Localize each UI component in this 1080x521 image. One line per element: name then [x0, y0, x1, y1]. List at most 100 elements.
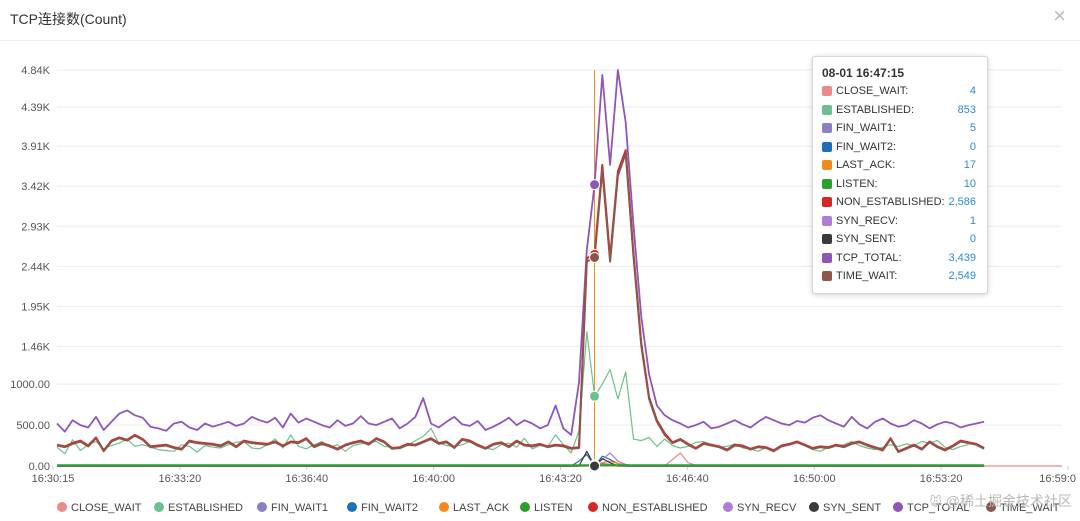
legend-swatch [347, 502, 357, 512]
y-tick-label: 0.00 [29, 461, 50, 473]
tooltip-swatch [822, 197, 832, 207]
tooltip-series-value: 853 [957, 103, 976, 116]
mouse-logo-icon: 🐭 [929, 495, 942, 509]
y-tick-label: 3.42K [21, 181, 50, 193]
series-line-time-wait [56, 152, 985, 454]
legend-label: TCP_TOTAL [907, 502, 970, 514]
tooltip-series-value: 5 [969, 122, 976, 134]
x-tick-label: 16:40:00 [412, 473, 455, 485]
legend-label: FIN_WAIT1 [271, 502, 328, 514]
tooltip-row: LAST_ACK: 17 [822, 157, 978, 173]
tooltip-series-name: LISTEN: [836, 177, 878, 190]
y-tick-label: 3.91K [21, 141, 50, 153]
hover-point-established [589, 390, 601, 402]
tooltip-series-value: 4 [969, 85, 976, 97]
tooltip-swatch [822, 252, 832, 263]
legend-label: SYN_SENT [823, 502, 881, 514]
tooltip-series-name: TCP_TOTAL: [836, 251, 902, 264]
y-tick-label: 2.44K [21, 261, 50, 273]
tooltip-swatch [822, 160, 832, 170]
hover-point-syn-sent [589, 460, 601, 472]
x-tick-label: 16:59:0 [1039, 473, 1076, 485]
legend-label: CLOSE_WAIT [71, 502, 142, 514]
tooltip-series-name: LAST_ACK: [836, 159, 896, 171]
x-tick-label: 16:46:40 [666, 473, 709, 485]
y-tick-label: 4.39K [21, 102, 50, 114]
series-line-close-wait [57, 452, 1062, 467]
tooltip-swatch [822, 86, 832, 96]
legend-swatch [439, 502, 449, 512]
y-tick-label: 1000.00 [10, 379, 50, 391]
series-line-syn-recv [57, 452, 985, 467]
tooltip-swatch [822, 104, 832, 115]
y-tick-label: 500.00 [16, 420, 50, 432]
tooltip-swatch [822, 215, 832, 226]
tooltip-series-value: 10 [963, 177, 976, 190]
x-tick-label: 16:43:20 [539, 473, 582, 485]
y-tick-label: 1.95K [21, 301, 50, 313]
legend-swatch [154, 502, 164, 512]
legend-label: ESTABLISHED [168, 502, 243, 514]
tooltip-row: TIME_WAIT: 2,549 [822, 268, 978, 284]
tooltip-series-value: 17 [963, 159, 976, 171]
series-line-tcp-total [56, 69, 985, 436]
x-tick-label: 16:30:15 [32, 473, 75, 485]
tooltip-series-name: FIN_WAIT2: [836, 140, 897, 153]
tooltip-row: SYN_RECV: 1 [822, 213, 978, 229]
tooltip-swatch [822, 123, 832, 133]
tooltip-row: ESTABLISHED: 853 [822, 102, 978, 118]
tooltip-series-name: SYN_RECV: [836, 214, 898, 227]
tooltip-swatch [822, 271, 832, 281]
tooltip-swatch [822, 234, 832, 244]
tooltip-swatch [822, 178, 832, 189]
legend-label: TIME_WAIT [1000, 502, 1060, 514]
legend-swatch [723, 502, 733, 512]
legend-label: LAST_ACK [453, 502, 510, 514]
legend-swatch [986, 502, 996, 512]
legend-label: LISTEN [534, 502, 573, 514]
x-tick-label: 16:33:20 [158, 473, 201, 485]
tooltip-row: CLOSE_WAIT: 4 [822, 83, 978, 99]
close-icon[interactable]: × [1053, 3, 1066, 28]
tooltip-time: 08-01 16:47:15 [822, 66, 905, 80]
tooltip-series-name: FIN_WAIT1: [836, 122, 897, 134]
tooltip-series-value: 2,549 [948, 270, 976, 282]
panel-header: TCP连接数(Count) × [0, 0, 1080, 41]
chart-tooltip: 08-01 16:47:15 CLOSE_WAIT: 4 ESTABLISHED: 8… [812, 56, 988, 294]
tooltip-row: FIN_WAIT1: 5 [822, 120, 978, 136]
legend-swatch [57, 502, 67, 512]
tooltip-row: TCP_TOTAL: 3,439 [822, 250, 978, 266]
tooltip-series-name: ESTABLISHED: [836, 103, 915, 116]
legend-swatch [588, 502, 598, 512]
series-line-syn-sent [57, 450, 985, 467]
tooltip-series-name: NON_ESTABLISHED: [836, 196, 945, 208]
watermark: 🐭 @稀土掘金技术社区 [929, 491, 1072, 511]
tooltip-row: NON_ESTABLISHED: 2,586 [822, 194, 978, 210]
tooltip-row: SYN_SENT: 0 [822, 231, 978, 247]
tooltip-series-name: SYN_SENT: [836, 233, 896, 245]
tooltip-series-value: 1 [969, 214, 976, 227]
tooltip-series-value: 0 [969, 140, 976, 153]
y-tick-label: 4.84K [21, 65, 50, 77]
hover-point-time-wait [589, 251, 601, 263]
watermark-text: @稀土掘金技术社区 [945, 493, 1072, 509]
series-line-established [56, 331, 969, 455]
tooltip-series-value: 2,586 [948, 196, 976, 208]
legend-swatch [893, 502, 903, 512]
tooltip-row: LISTEN: 10 [822, 176, 978, 192]
hover-point-tcp-total [589, 179, 601, 191]
legend-label: SYN_RECV [737, 502, 797, 514]
tooltip-series-name: TIME_WAIT: [836, 270, 898, 282]
x-tick-label: 16:53:20 [920, 473, 963, 485]
panel-title: TCP连接数(Count) [10, 11, 127, 27]
x-tick-label: 16:36:40 [285, 473, 328, 485]
legend-swatch [520, 502, 530, 512]
legend-swatch [809, 502, 819, 512]
tooltip-series-name: CLOSE_WAIT: [836, 85, 909, 97]
x-tick-label: 16:50:00 [793, 473, 836, 485]
legend-swatch [257, 502, 267, 512]
tooltip-swatch [822, 141, 832, 152]
y-tick-label: 2.93K [21, 221, 50, 233]
tooltip-series-value: 0 [969, 233, 976, 245]
